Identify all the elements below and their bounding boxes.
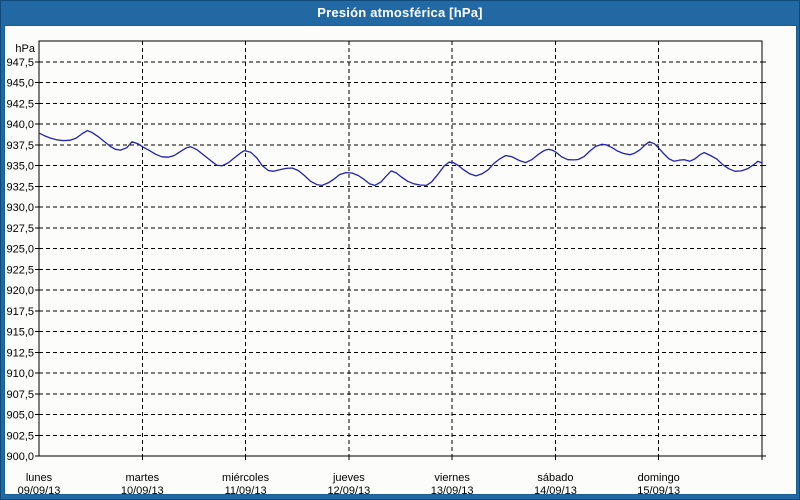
x-date-label: 13/09/13 bbox=[431, 485, 474, 497]
y-tick-label: 935,0 bbox=[6, 161, 34, 173]
y-tick-label: 945,0 bbox=[6, 78, 34, 90]
y-tick-label: 937,5 bbox=[6, 140, 34, 152]
x-date-label: 09/09/13 bbox=[18, 485, 61, 497]
y-tick-label: 915,0 bbox=[6, 327, 34, 339]
x-day-label: martes bbox=[125, 472, 159, 484]
y-tick-label: 917,5 bbox=[6, 306, 34, 318]
y-tick-label: 940,0 bbox=[6, 119, 34, 131]
y-tick-label: 910,0 bbox=[6, 368, 34, 380]
x-day-label: domingo bbox=[638, 472, 680, 484]
y-tick-label: 922,5 bbox=[6, 264, 34, 276]
y-tick-label: 927,5 bbox=[6, 223, 34, 235]
y-tick-label: 907,5 bbox=[6, 389, 34, 401]
y-tick-label: 947,5 bbox=[6, 57, 34, 69]
y-tick-label: 905,0 bbox=[6, 410, 34, 422]
y-tick-label: 925,0 bbox=[6, 244, 34, 256]
gridlines bbox=[39, 41, 762, 456]
x-date-label: 14/09/13 bbox=[534, 485, 577, 497]
x-date-label: 15/09/13 bbox=[637, 485, 680, 497]
y-tick-label: 902,5 bbox=[6, 430, 34, 442]
x-day-label: sábado bbox=[537, 472, 573, 484]
y-tick-label: 930,0 bbox=[6, 202, 34, 214]
axes bbox=[35, 40, 766, 460]
chart-title: Presión atmosférica [hPa] bbox=[317, 5, 483, 20]
y-tick-label: 932,5 bbox=[6, 181, 34, 193]
x-day-label: jueves bbox=[332, 472, 365, 484]
x-day-label: miércoles bbox=[222, 472, 270, 484]
y-axis-unit-label: hPa bbox=[15, 43, 35, 55]
y-tick-label: 912,5 bbox=[6, 347, 34, 359]
window-titlebar: Presión atmosférica [hPa] bbox=[0, 0, 800, 25]
y-tick-label: 942,5 bbox=[6, 98, 34, 110]
x-date-label: 11/09/13 bbox=[225, 485, 267, 497]
x-date-label: 12/09/13 bbox=[327, 485, 370, 497]
x-day-label: lunes bbox=[26, 472, 53, 484]
pressure-series-line bbox=[38, 129, 763, 187]
x-date-label: 10/09/13 bbox=[121, 485, 164, 497]
x-day-label: viernes bbox=[434, 472, 470, 484]
y-tick-label: 920,0 bbox=[6, 285, 34, 297]
y-tick-label: 900,0 bbox=[6, 451, 34, 463]
